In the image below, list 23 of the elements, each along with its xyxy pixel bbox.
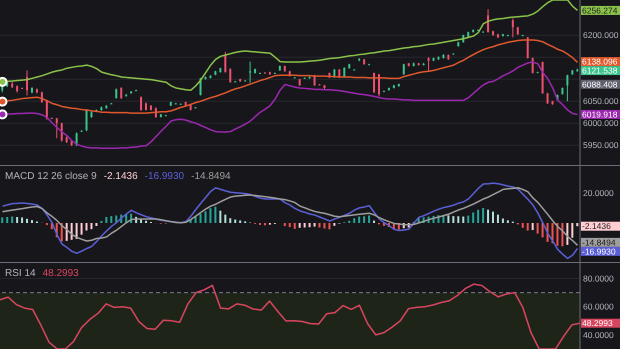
- text: RSI 14: [5, 268, 36, 279]
- y-tick-label: 6050.000: [583, 96, 619, 106]
- y-tick-label: 6256.274: [582, 5, 618, 16]
- y-tick-label: 6019.918: [582, 109, 618, 120]
- annotation: -14.8494: [191, 171, 231, 182]
- annotation: 48.2993: [42, 268, 79, 279]
- y-tick-label: -2.1436: [582, 221, 612, 232]
- y-tick-label: 40.0000: [583, 330, 614, 340]
- y-tick-label: 6121.538: [582, 66, 618, 76]
- y-tick-label: -14.8494: [582, 237, 616, 248]
- y-tick-label: 48.2993: [582, 318, 613, 328]
- text: MACD 12 26 close 9: [5, 171, 97, 182]
- y-tick-label: 20.0000: [583, 188, 614, 198]
- y-tick-label: 6200.000: [583, 30, 619, 40]
- annotation: -2.1436: [104, 171, 138, 182]
- y-tick-label: 80.0000: [583, 273, 614, 284]
- y-tick-label: 6138.096: [582, 56, 618, 67]
- y-tick-label: -16.9930: [582, 246, 616, 256]
- annotation: -16.9930: [144, 171, 184, 182]
- y-tick-label: 6000.000: [583, 118, 619, 128]
- y-tick-label: 5950.000: [583, 140, 619, 150]
- y-tick-label: 6088.408: [582, 79, 618, 90]
- y-tick-label: 60.0000: [583, 302, 614, 312]
